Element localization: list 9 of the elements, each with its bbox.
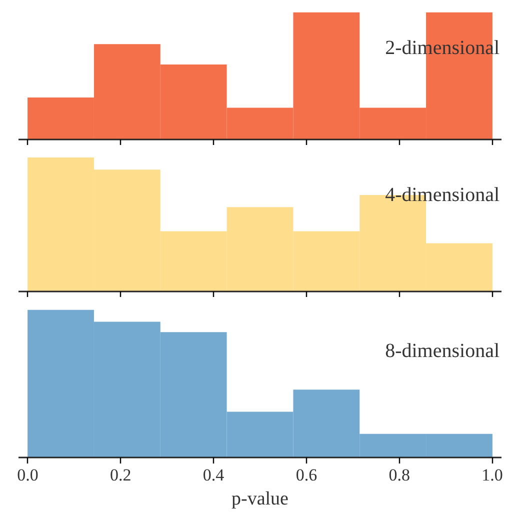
x-tick-label: 0.0 xyxy=(17,466,38,484)
x-tick-label: 0.6 xyxy=(296,466,318,484)
x-tick-label: 0.8 xyxy=(388,466,410,484)
x-tick-label: 1.0 xyxy=(482,466,503,484)
annotation: 4-dimensional xyxy=(385,184,500,206)
x-tick-label: 0.4 xyxy=(202,466,225,484)
annotation: 8-dimensional xyxy=(385,340,500,362)
x-axis-title: p-value xyxy=(232,488,288,510)
x-tick-label: 0.2 xyxy=(110,466,132,484)
